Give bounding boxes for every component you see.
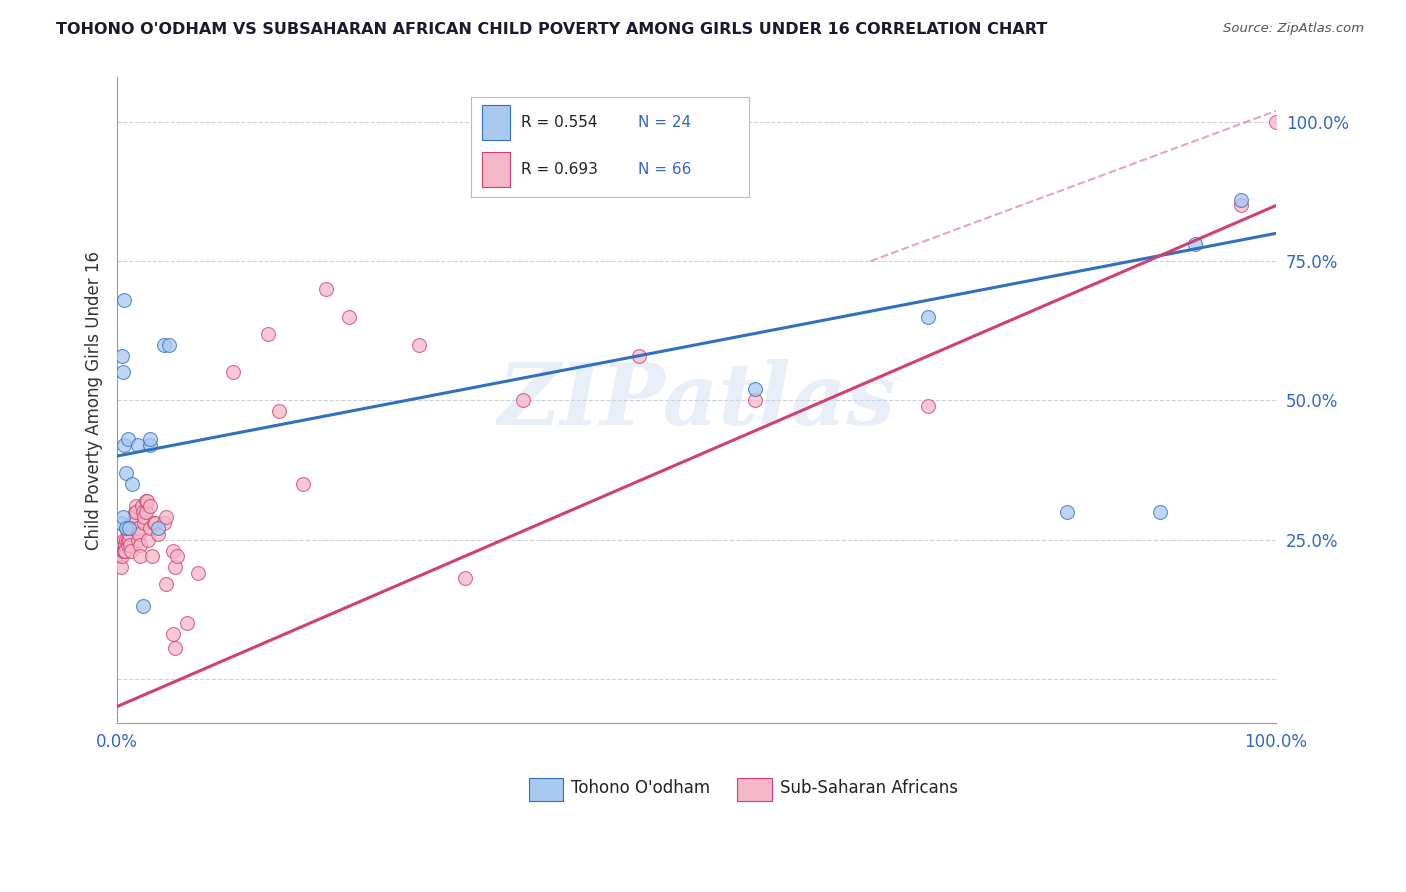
Point [166,549,188,564]
Point [111,366,134,380]
Point [143,516,166,530]
Point [145,516,167,530]
Point [152,516,174,530]
Point [176,615,198,630]
Point [112,543,135,558]
Point [114,538,136,552]
Point [125,499,148,513]
Point [337,310,360,324]
Point [117,538,139,552]
Point [111,349,134,363]
Point [157,337,180,351]
Point [454,572,477,586]
Point [122,521,145,535]
Point [162,543,184,558]
Text: ZIPatlas: ZIPatlas [498,359,896,442]
Point [222,366,245,380]
Point [138,533,160,547]
Point [141,549,163,564]
Point [111,549,134,564]
Text: Sub-Saharan Africans: Sub-Saharan Africans [780,779,957,797]
Point [131,499,153,513]
Point [917,399,939,413]
Point [110,516,132,530]
Point [127,533,149,547]
Point [132,510,155,524]
Point [121,476,143,491]
Point [129,549,152,564]
Point [129,538,152,552]
Bar [737,778,772,801]
Point [115,466,138,480]
Point [111,543,134,558]
Point [408,337,430,351]
Point [121,516,143,530]
Point [165,560,187,574]
Point [111,510,134,524]
Point [131,505,153,519]
Point [112,438,135,452]
Point [131,599,153,614]
Point [110,560,132,574]
Point [132,516,155,530]
Point [108,549,131,564]
Point [138,499,160,513]
Point [124,505,146,519]
Point [155,577,177,591]
Point [138,432,160,446]
Point [115,533,138,547]
Point [165,641,187,656]
Point [127,438,149,452]
Point [111,538,134,552]
Point [269,404,291,418]
Point [1265,115,1288,129]
Point [118,533,141,547]
Point [162,627,184,641]
Point [138,438,160,452]
Point [127,521,149,535]
Point [146,521,169,535]
Point [744,382,766,396]
Point [291,476,314,491]
Point [744,393,766,408]
Point [917,310,939,324]
Point [118,527,141,541]
Text: Tohono O'odham: Tohono O'odham [571,779,710,797]
Point [135,493,157,508]
Point [257,326,280,341]
Point [114,543,136,558]
Bar [529,778,564,801]
Point [112,533,135,547]
Point [1056,505,1078,519]
Point [128,527,150,541]
Point [136,493,159,508]
Point [155,510,177,524]
Point [1184,237,1206,252]
Point [118,521,141,535]
Point [315,282,337,296]
Point [152,337,174,351]
Point [125,505,148,519]
Point [135,505,157,519]
Point [120,543,142,558]
Y-axis label: Child Poverty Among Girls Under 16: Child Poverty Among Girls Under 16 [86,251,103,549]
Point [1230,193,1253,207]
Point [187,566,209,580]
Point [117,533,139,547]
Point [115,521,138,535]
Point [115,521,138,535]
Point [138,521,160,535]
Point [627,349,650,363]
Text: Source: ZipAtlas.com: Source: ZipAtlas.com [1223,22,1364,36]
Point [112,293,135,307]
Point [124,510,146,524]
Point [118,538,141,552]
Text: TOHONO O'ODHAM VS SUBSAHARAN AFRICAN CHILD POVERTY AMONG GIRLS UNDER 16 CORRELAT: TOHONO O'ODHAM VS SUBSAHARAN AFRICAN CHI… [56,22,1047,37]
Point [1149,505,1171,519]
Point [117,432,139,446]
Point [1230,198,1253,212]
Point [146,527,169,541]
Point [512,393,534,408]
